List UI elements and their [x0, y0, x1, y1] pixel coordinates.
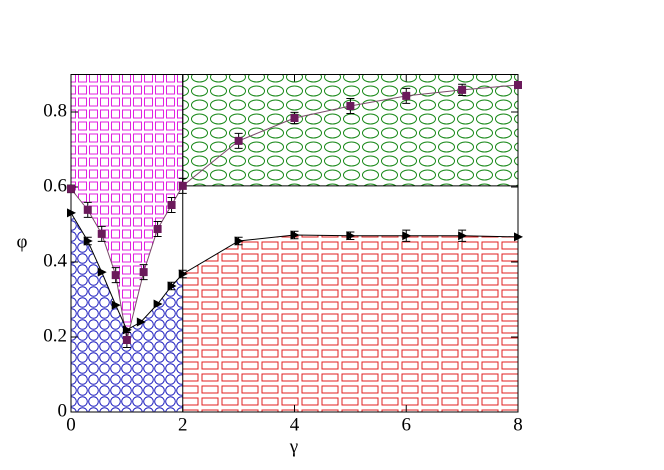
marker	[178, 269, 188, 279]
marker	[290, 114, 299, 122]
marker	[402, 231, 412, 241]
region-green	[182, 74, 519, 187]
marker	[153, 299, 163, 309]
marker	[167, 281, 177, 291]
marker	[290, 230, 300, 240]
marker	[458, 231, 468, 241]
marker	[234, 236, 244, 246]
region-blue	[71, 212, 183, 412]
marker	[67, 184, 75, 193]
marker	[83, 236, 93, 246]
region-red	[182, 235, 518, 412]
marker	[83, 205, 92, 214]
x-tick-label: 6	[402, 414, 412, 435]
y-tick-label: 0.4	[43, 250, 67, 271]
marker	[111, 271, 120, 280]
marker	[97, 229, 106, 238]
marker	[139, 268, 148, 277]
y-tick-label: 0.8	[43, 100, 67, 121]
marker	[153, 225, 162, 233]
y-tick-label: 0.6	[43, 175, 67, 196]
marker	[136, 317, 146, 327]
x-tick-label: 0	[66, 414, 76, 435]
x-tick-label: 2	[178, 414, 188, 435]
region-pink	[71, 74, 183, 340]
marker	[122, 336, 131, 344]
marker	[167, 201, 176, 209]
marker	[97, 267, 107, 277]
marker	[514, 81, 522, 89]
marker	[346, 102, 355, 110]
x-tick-label: 8	[513, 414, 523, 435]
marker	[458, 85, 467, 94]
y-tick-label: 0.2	[43, 325, 67, 346]
marker	[514, 232, 523, 242]
marker	[346, 231, 356, 241]
marker	[178, 181, 187, 190]
marker	[67, 208, 76, 218]
x-axis-label: γ	[289, 436, 298, 457]
x-tick-label: 4	[290, 414, 300, 435]
marker	[122, 325, 132, 335]
marker	[111, 300, 121, 310]
y-tick-label: 0	[58, 400, 68, 421]
marker	[402, 91, 411, 100]
y-axis-label: φ	[17, 231, 28, 252]
marker	[234, 136, 243, 145]
